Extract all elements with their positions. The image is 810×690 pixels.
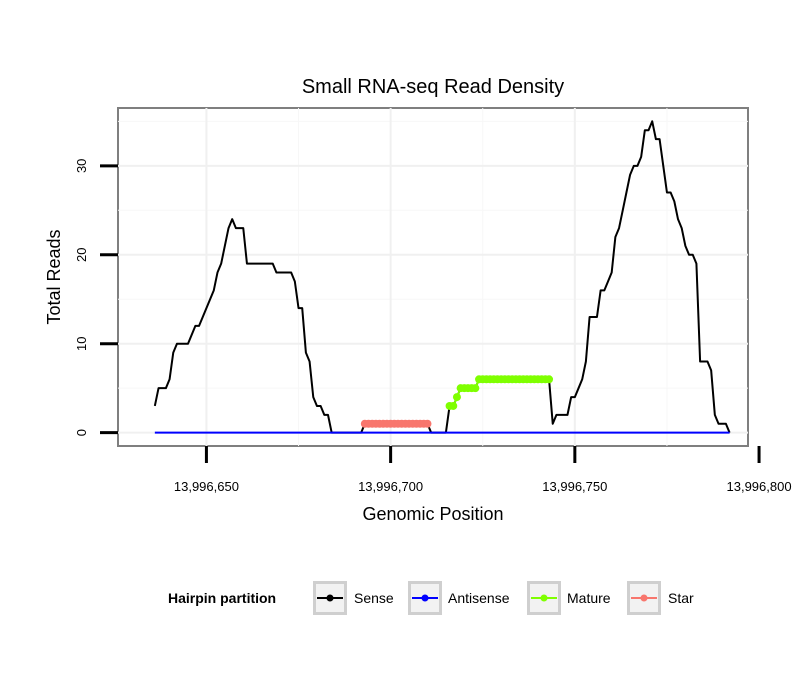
- legend-key-point-antisense: [421, 594, 429, 602]
- x-tick-label: 13,996,650: [174, 479, 239, 494]
- x-axis-title: Genomic Position: [362, 504, 503, 524]
- series-layer: [153, 120, 731, 434]
- series-point-star: [423, 419, 432, 428]
- y-tick-label: 10: [74, 336, 89, 350]
- series-point-mature: [452, 393, 461, 402]
- legend-title: Hairpin partition: [168, 590, 276, 606]
- legend-key-point-star: [640, 594, 648, 602]
- series-point-mature: [449, 401, 458, 410]
- plot-panel: [117, 107, 749, 447]
- chart-title: Small RNA-seq Read Density: [302, 76, 564, 98]
- series-point-mature: [545, 375, 554, 384]
- series-point-mature: [471, 384, 480, 393]
- x-tick-label: 13,996,750: [542, 479, 607, 494]
- legend: Hairpin partition Sense Antisense Mature St…: [168, 581, 694, 615]
- y-axis-title: Total Reads: [44, 229, 64, 324]
- legend-key-point-sense: [326, 594, 334, 602]
- x-tick-label: 13,996,800: [727, 479, 792, 494]
- y-tick-label: 30: [74, 159, 89, 173]
- axes: 13,996,650 13,996,700 13,996,750 13,996,800…: [74, 159, 792, 494]
- legend-label-star: Star: [668, 590, 694, 606]
- y-tick-label: 0: [74, 429, 89, 436]
- y-tick-label: 20: [74, 248, 89, 262]
- x-tick-label: 13,996,700: [358, 479, 423, 494]
- legend-label-sense: Sense: [354, 590, 394, 606]
- legend-label-antisense: Antisense: [448, 590, 510, 606]
- legend-label-mature: Mature: [567, 590, 611, 606]
- legend-key-point-mature: [540, 594, 548, 602]
